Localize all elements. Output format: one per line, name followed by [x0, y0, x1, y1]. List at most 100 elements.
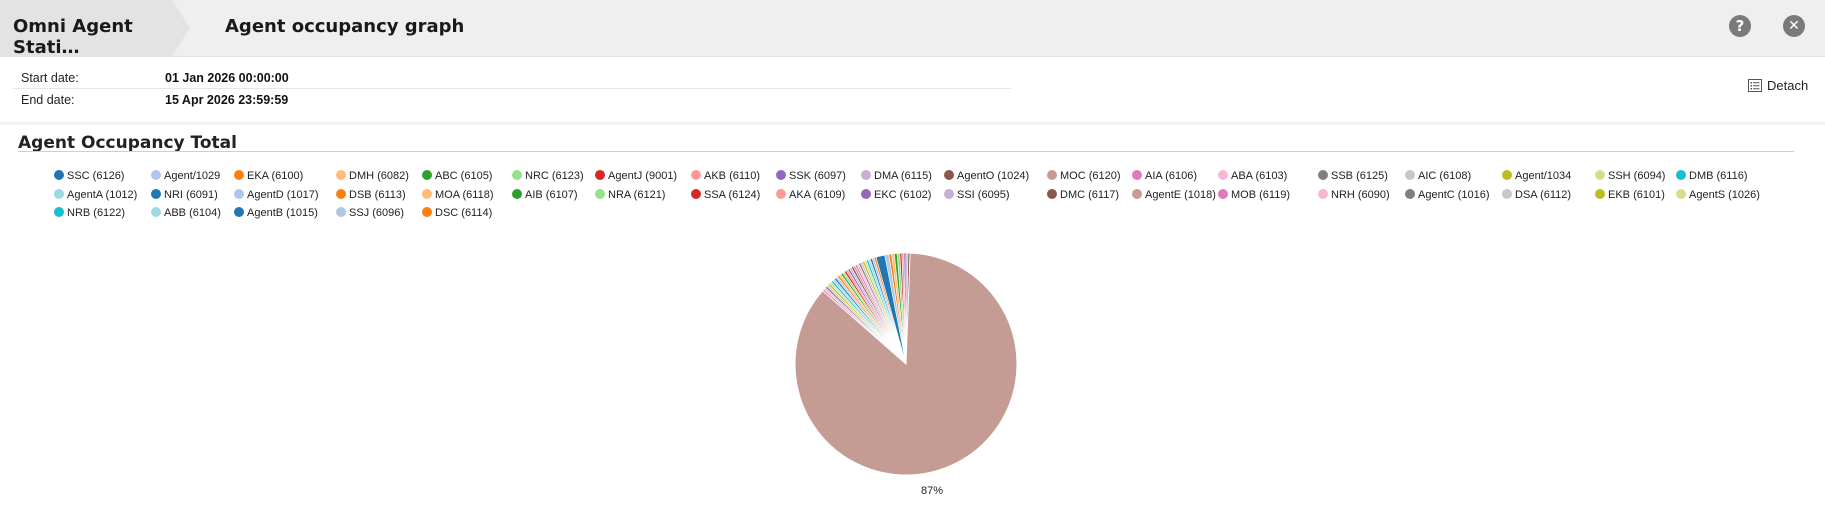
legend-item[interactable]: ABB (6104): [151, 205, 221, 221]
app-title[interactable]: Omni Agent Stati…: [13, 16, 133, 58]
legend-item[interactable]: DMH (6082): [336, 168, 409, 184]
legend-swatch: [1047, 170, 1057, 180]
legend-item[interactable]: SSA (6124): [691, 187, 760, 203]
legend-swatch: [54, 170, 64, 180]
start-date-value: 01 Jan 2026 00:00:00: [165, 71, 289, 85]
legend-item[interactable]: DMC (6117): [1047, 187, 1119, 203]
legend-item[interactable]: NRA (6121): [595, 187, 665, 203]
legend-item[interactable]: DMA (6115): [861, 168, 932, 184]
legend-item[interactable]: AgentA (1012): [54, 187, 137, 203]
section-divider: [0, 122, 1825, 126]
legend-swatch: [512, 188, 522, 199]
legend-item[interactable]: Agent/1034: [1502, 168, 1571, 184]
legend-label: AgentE (1018): [1145, 188, 1216, 201]
legend-label: SSB (6125): [1331, 170, 1388, 182]
legend-label: SSK (6097): [789, 170, 846, 182]
legend-swatch: [1218, 170, 1228, 180]
legend-label: AgentC (1016): [1418, 188, 1490, 201]
legend-item[interactable]: EKC (6102): [861, 187, 931, 203]
legend-item[interactable]: SSI (6095): [944, 187, 1010, 203]
legend-item[interactable]: AgentB (1015): [234, 205, 318, 221]
legend-item[interactable]: EKA (6100): [234, 168, 303, 184]
legend-swatch: [1218, 188, 1228, 199]
legend-item[interactable]: SSH (6094): [1595, 168, 1665, 184]
detach-label[interactable]: Detach: [1767, 78, 1809, 93]
legend-item[interactable]: AgentO (1024): [944, 168, 1029, 184]
legend-item[interactable]: MOC (6120): [1047, 168, 1121, 184]
dominant-slice-label: 87%: [921, 485, 943, 497]
legend-label: SSI (6095): [957, 188, 1010, 201]
page-title: Agent occupancy graph: [225, 16, 465, 37]
legend-swatch: [1502, 188, 1512, 199]
legend-label: DSC (6114): [435, 207, 493, 219]
legend-item[interactable]: NRI (6091): [151, 187, 218, 203]
legend-item[interactable]: ABA (6103): [1218, 168, 1287, 184]
legend-swatch: [861, 170, 871, 180]
legend-item[interactable]: AgentJ (9001): [595, 168, 677, 184]
legend-label: AIC (6108): [1418, 170, 1472, 182]
breadcrumb-app[interactable]: Omni Agent Stati…: [0, 0, 190, 56]
legend-swatch: [944, 188, 954, 199]
legend-item[interactable]: AgentC (1016): [1405, 187, 1490, 203]
legend-item[interactable]: AIC (6108): [1405, 168, 1471, 184]
legend-item[interactable]: Agent/1029: [151, 168, 220, 184]
end-date-value: 15 Apr 2026 23:59:59: [165, 93, 289, 107]
legend-swatch: [691, 170, 701, 180]
legend-swatch: [1405, 170, 1415, 180]
legend-item[interactable]: MOA (6118): [422, 187, 494, 203]
help-icon[interactable]: ?: [1729, 15, 1751, 37]
legend-swatch: [1047, 188, 1057, 199]
legend-swatch: [512, 170, 522, 180]
legend-label: AIA (6106): [1145, 170, 1197, 182]
legend-swatch: [234, 170, 244, 180]
legend-item[interactable]: SSB (6125): [1318, 168, 1388, 184]
legend-swatch: [1502, 170, 1512, 180]
legend-item[interactable]: NRH (6090): [1318, 187, 1390, 203]
legend-swatch: [691, 188, 701, 199]
legend-item[interactable]: DSB (6113): [336, 187, 406, 203]
legend-label: DMC (6117): [1060, 188, 1120, 201]
legend-item[interactable]: SSC (6126): [54, 168, 124, 184]
date-range: Start date: 01 Jan 2026 00:00:00 End dat…: [13, 67, 1011, 110]
legend-item[interactable]: DSA (6112): [1502, 187, 1571, 203]
legend-swatch: [422, 188, 432, 199]
legend-swatch: [1132, 188, 1142, 199]
legend-swatch: [1676, 170, 1686, 180]
legend-item[interactable]: AKB (6110): [691, 168, 760, 184]
legend-item[interactable]: AIB (6107): [512, 187, 578, 203]
legend-label: NRI (6091): [164, 188, 218, 201]
pie-slice[interactable]: [794, 252, 1018, 476]
start-date-label: Start date:: [21, 71, 79, 85]
legend-swatch: [1595, 188, 1605, 199]
legend-label: NRC (6123): [525, 170, 584, 182]
legend-label: AKB (6110): [704, 170, 761, 182]
legend-item[interactable]: DMB (6116): [1676, 168, 1747, 184]
legend-swatch: [1318, 188, 1328, 199]
start-date-row: Start date: 01 Jan 2026 00:00:00: [13, 67, 1011, 89]
legend-label: SSC (6126): [67, 170, 125, 182]
legend-label: AgentS (1026): [1689, 188, 1760, 201]
legend-item[interactable]: AKA (6109): [776, 187, 845, 203]
end-date-row: End date: 15 Apr 2026 23:59:59: [13, 89, 1011, 110]
legend-item[interactable]: EKB (6101): [1595, 187, 1665, 203]
legend-item[interactable]: AgentE (1018): [1132, 187, 1216, 203]
chart-title: Agent Occupancy Total: [18, 133, 237, 153]
legend-item[interactable]: NRC (6123): [512, 168, 584, 184]
legend-item[interactable]: ABC (6105): [422, 168, 492, 184]
legend-swatch: [776, 170, 786, 180]
legend-label: NRH (6090): [1331, 188, 1390, 201]
legend-item[interactable]: DSC (6114): [422, 205, 492, 221]
legend-item[interactable]: AgentD (1017): [234, 187, 319, 203]
legend-label: DSA (6112): [1515, 188, 1572, 201]
legend-item[interactable]: AgentS (1026): [1676, 187, 1760, 203]
detach-button[interactable]: Detach: [1748, 78, 1808, 93]
legend-item[interactable]: MOB (6119): [1218, 187, 1290, 203]
legend-item[interactable]: NRB (6122): [54, 205, 125, 221]
legend-item[interactable]: AIA (6106): [1132, 168, 1197, 184]
legend-swatch: [1132, 170, 1142, 180]
legend-item[interactable]: SSJ (6096): [336, 205, 404, 221]
close-icon[interactable]: ✕: [1783, 15, 1805, 37]
legend-item[interactable]: SSK (6097): [776, 168, 846, 184]
legend-swatch: [336, 188, 346, 199]
